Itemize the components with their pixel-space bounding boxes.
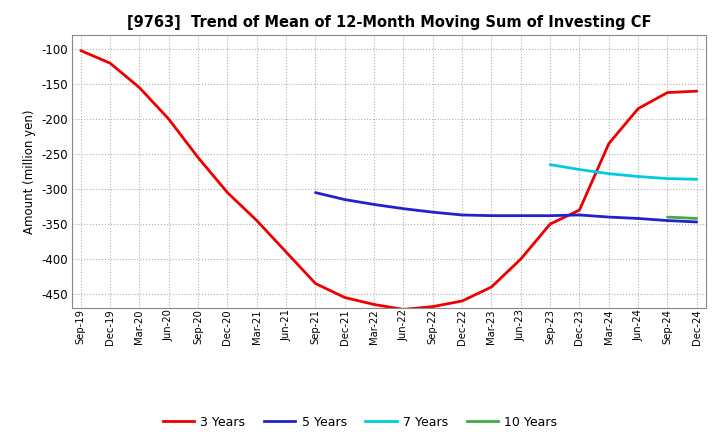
Title: [9763]  Trend of Mean of 12-Month Moving Sum of Investing CF: [9763] Trend of Mean of 12-Month Moving … [127,15,651,30]
Legend: 3 Years, 5 Years, 7 Years, 10 Years: 3 Years, 5 Years, 7 Years, 10 Years [158,411,562,434]
Y-axis label: Amount (million yen): Amount (million yen) [22,110,36,234]
